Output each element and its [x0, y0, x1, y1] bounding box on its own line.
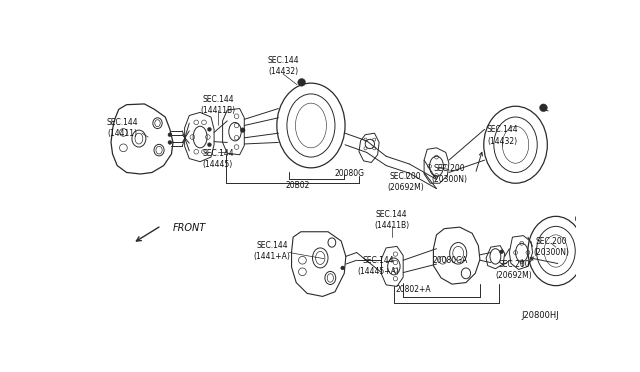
Text: J20800HJ: J20800HJ [521, 311, 559, 320]
Text: 20B02: 20B02 [285, 181, 310, 190]
Text: FRONT: FRONT [173, 223, 206, 233]
Text: SEC.144
(14411): SEC.144 (14411) [107, 118, 138, 138]
Text: SEC.144
(14411B): SEC.144 (14411B) [374, 210, 409, 230]
Text: SEC.144
(14432): SEC.144 (14432) [486, 125, 518, 145]
Circle shape [575, 215, 583, 222]
Circle shape [207, 128, 211, 131]
Text: SEC.200
(20692M): SEC.200 (20692M) [387, 171, 424, 192]
Circle shape [540, 104, 547, 112]
Circle shape [241, 128, 245, 132]
Circle shape [340, 266, 345, 270]
Text: 20080GA: 20080GA [433, 256, 468, 265]
Text: SEC.144
(14411B): SEC.144 (14411B) [200, 94, 236, 115]
Circle shape [168, 141, 172, 144]
Text: SEC.144
(14432): SEC.144 (14432) [268, 56, 299, 76]
Text: SEC.200
(20692M): SEC.200 (20692M) [495, 260, 532, 280]
Text: 20080G: 20080G [335, 170, 365, 179]
Text: SEC.144
(14445): SEC.144 (14445) [202, 148, 234, 169]
Text: SEC.200
(20300N): SEC.200 (20300N) [533, 237, 569, 257]
Circle shape [298, 78, 305, 86]
Text: SEC.144
(1441+A): SEC.144 (1441+A) [254, 241, 291, 261]
Text: SEC.144
(14445+A): SEC.144 (14445+A) [357, 256, 399, 276]
Text: SEC.200
(20300N): SEC.200 (20300N) [431, 164, 467, 184]
Text: 20802+A: 20802+A [396, 285, 431, 294]
Circle shape [500, 250, 504, 254]
Circle shape [168, 133, 172, 137]
Circle shape [207, 143, 211, 147]
